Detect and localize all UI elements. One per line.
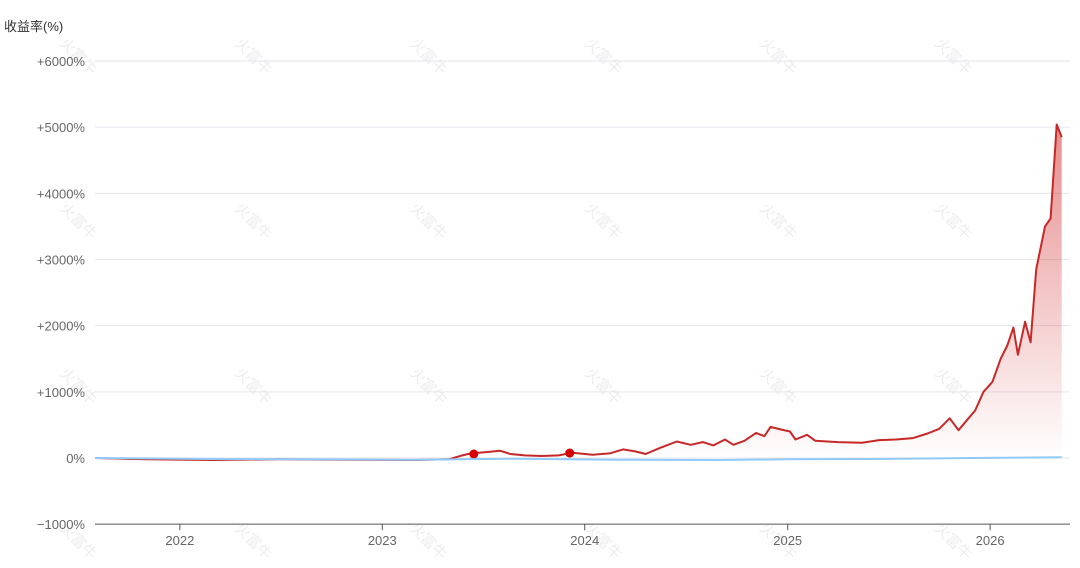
watermark-text: 火富牛 — [231, 364, 276, 409]
watermark-text: 火富牛 — [756, 364, 801, 409]
watermark-text: 火富牛 — [406, 34, 451, 79]
watermark-text: 火富牛 — [931, 34, 976, 79]
series-area-fill — [95, 124, 1062, 460]
x-tick-label: 2022 — [165, 533, 194, 548]
watermark-text: 火富牛 — [406, 364, 451, 409]
x-tick-label: 2023 — [368, 533, 397, 548]
watermark-text: 火富牛 — [231, 34, 276, 79]
series-line-blue — [94, 456, 1062, 461]
x-tick-label: 2024 — [570, 533, 599, 548]
y-tick-label: +3000% — [37, 252, 86, 267]
watermark-text: 火富牛 — [581, 364, 626, 409]
point-marker[interactable] — [469, 449, 479, 459]
x-tick-label: 2026 — [976, 533, 1005, 548]
watermark-text: 火富牛 — [231, 199, 276, 244]
y-tick-label: −1000% — [37, 517, 86, 532]
watermark-text: 火富牛 — [756, 199, 801, 244]
watermark-text: 火富牛 — [406, 519, 451, 564]
y-tick-label: +1000% — [37, 385, 86, 400]
watermark-text: 火富牛 — [931, 519, 976, 564]
watermark-text: 火富牛 — [756, 34, 801, 79]
watermark-text: 火富牛 — [56, 199, 101, 244]
watermark-text: 火富牛 — [581, 34, 626, 79]
watermark-text: 火富牛 — [931, 199, 976, 244]
watermark-text: 火富牛 — [581, 199, 626, 244]
y-tick-label: +4000% — [37, 186, 86, 201]
point-marker[interactable] — [565, 448, 575, 458]
y-tick-label: +2000% — [37, 319, 86, 334]
watermark-text: 火富牛 — [406, 199, 451, 244]
y-tick-label: 0% — [66, 451, 85, 466]
watermark-text: 火富牛 — [231, 519, 276, 564]
y-axis-label: 收益率(%) — [4, 19, 64, 34]
x-tick-label: 2025 — [773, 533, 802, 548]
watermark-text: 火富牛 — [931, 364, 976, 409]
y-tick-label: +6000% — [37, 54, 86, 69]
series-line-red — [94, 123, 1063, 461]
y-tick-label: +5000% — [37, 120, 86, 135]
